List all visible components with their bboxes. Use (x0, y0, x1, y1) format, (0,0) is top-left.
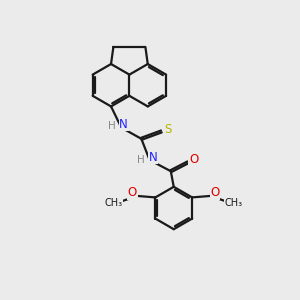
Text: H: H (108, 121, 116, 131)
Text: N: N (149, 151, 158, 164)
Text: H: H (137, 155, 145, 165)
Text: N: N (119, 118, 128, 130)
Text: O: O (189, 153, 198, 166)
Text: S: S (164, 123, 172, 136)
Text: O: O (128, 186, 137, 199)
Text: CH₃: CH₃ (225, 198, 243, 208)
Text: O: O (210, 186, 220, 199)
Text: CH₃: CH₃ (104, 198, 123, 208)
